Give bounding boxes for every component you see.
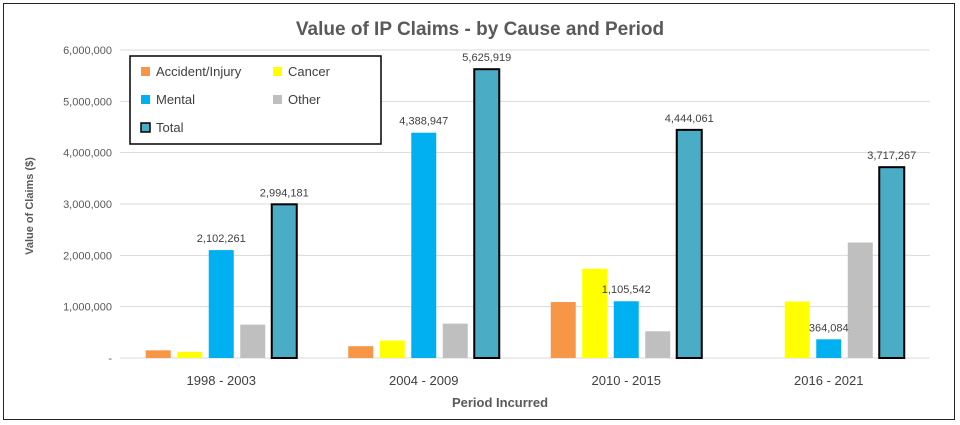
y-tick-label: 4,000,000 xyxy=(63,148,112,160)
data-label: 4,444,061 xyxy=(665,113,714,125)
bar-accident-injury xyxy=(550,302,576,358)
y-tick-label: 1,000,000 xyxy=(63,302,112,314)
bars xyxy=(145,68,906,360)
x-category-label: 2010 - 2015 xyxy=(592,373,661,388)
bar-cancer xyxy=(177,351,203,358)
data-label: 3,717,267 xyxy=(867,150,916,162)
legend-swatch xyxy=(273,67,282,76)
data-label: 5,625,919 xyxy=(462,52,511,64)
x-category-label: 1998 - 2003 xyxy=(187,373,256,388)
x-axis-title: Period Incurred xyxy=(452,395,548,410)
bar-cancer xyxy=(379,340,405,358)
x-category-label: 2016 - 2021 xyxy=(794,373,863,388)
legend-label: Total xyxy=(156,120,184,135)
y-axis-title: Value of Claims ($) xyxy=(24,157,36,255)
bar-other xyxy=(442,323,468,358)
y-axis-ticks: - 1,000,000 2,000,000 3,000,000 4,000,000 5,0… xyxy=(63,45,112,365)
legend-label: Mental xyxy=(156,92,195,107)
data-label: 1,105,542 xyxy=(602,284,651,296)
y-tick-label: 6,000,000 xyxy=(63,45,112,57)
y-tick-label: 5,000,000 xyxy=(63,96,112,108)
legend-swatch xyxy=(140,122,151,133)
bar-total xyxy=(675,128,703,359)
legend-label: Other xyxy=(288,92,321,107)
data-labels: 2,102,261 2,994,181 4,388,947 5,625,919 1,10… xyxy=(197,52,916,334)
legend: Accident/Injury Cancer Mental Other Total xyxy=(129,55,382,145)
y-tick-label: - xyxy=(108,353,112,365)
bar-mental xyxy=(208,250,234,358)
legend-label: Cancer xyxy=(288,64,331,79)
legend-swatch xyxy=(141,67,150,76)
bar-other xyxy=(645,331,671,358)
bar-mental xyxy=(411,132,437,358)
bar-cancer xyxy=(784,301,810,358)
data-label: 364,084 xyxy=(809,322,849,334)
x-category-label: 2004 - 2009 xyxy=(389,373,458,388)
bar-total xyxy=(270,203,298,359)
bar-other xyxy=(847,242,873,358)
y-tick-label: 2,000,000 xyxy=(63,250,112,262)
legend-swatch xyxy=(141,95,150,104)
bar-total xyxy=(878,166,906,359)
data-label: 2,994,181 xyxy=(260,187,309,199)
chart-title: Value of IP Claims - by Cause and Period xyxy=(296,19,664,40)
legend-box xyxy=(129,55,382,145)
bar-accident-injury xyxy=(348,346,374,358)
bar-accident-injury xyxy=(145,350,171,358)
bar-cancer xyxy=(582,268,608,358)
bar-other xyxy=(240,324,266,358)
x-axis-categories: 1998 - 2003 2004 - 2009 2010 - 2015 2016 - … xyxy=(187,373,864,388)
bar-mental xyxy=(816,339,842,358)
bar-total xyxy=(473,68,501,360)
legend-label: Accident/Injury xyxy=(156,64,242,79)
data-label: 2,102,261 xyxy=(197,233,246,245)
bar-mental xyxy=(613,301,639,358)
data-label: 4,388,947 xyxy=(399,116,448,128)
legend-swatch xyxy=(273,95,282,104)
y-tick-label: 3,000,000 xyxy=(63,199,112,211)
